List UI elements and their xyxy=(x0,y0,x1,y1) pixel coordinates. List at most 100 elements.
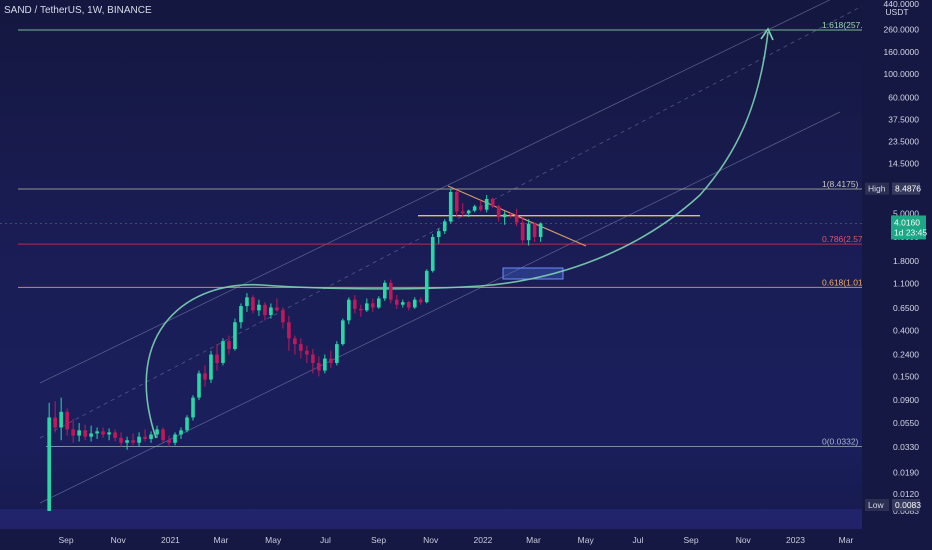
time-axis-tick: Sep xyxy=(58,535,73,545)
time-axis-tick: Nov xyxy=(736,535,752,545)
candle-body xyxy=(323,358,327,371)
candle xyxy=(490,197,495,208)
candle-body xyxy=(155,429,159,435)
last-price-value: 4.0160 xyxy=(894,217,920,227)
time-axis-tick: Sep xyxy=(683,535,698,545)
price-axis-tick: 0.0900 xyxy=(893,395,919,405)
candle-body xyxy=(173,434,177,443)
candle-body xyxy=(466,210,471,214)
candle xyxy=(472,204,477,213)
candle xyxy=(137,432,141,447)
fib-level-label: 0(0.0332) xyxy=(822,437,859,447)
candle-body xyxy=(400,302,405,305)
price-axis-tick: 1.8000 xyxy=(893,256,919,266)
candle xyxy=(143,429,147,442)
candle-body xyxy=(353,299,357,309)
candle xyxy=(329,350,333,368)
candle xyxy=(203,365,207,387)
candle-body xyxy=(137,436,141,443)
high-badge-value: 8.4876 xyxy=(895,184,921,194)
price-axis-tick: 160.0000 xyxy=(884,47,920,57)
candle-body xyxy=(131,440,135,443)
candle xyxy=(454,189,459,218)
candle-body xyxy=(233,322,237,350)
candle xyxy=(353,295,357,314)
projection-curve xyxy=(145,31,769,439)
low-badge-value-bg xyxy=(892,499,920,511)
candle xyxy=(430,234,435,273)
low-badge-label: Low xyxy=(868,500,884,510)
price-axis-tick: 440.0000 xyxy=(884,0,920,9)
candle-body xyxy=(442,221,447,232)
candle-body xyxy=(203,373,207,380)
candle-body xyxy=(538,223,543,238)
price-axis-tick: 37.5000 xyxy=(888,115,919,125)
candle xyxy=(371,298,375,312)
candle-body xyxy=(53,417,57,428)
candle xyxy=(377,296,381,309)
candle xyxy=(406,300,411,311)
price-axis-tick: 60.0000 xyxy=(888,93,919,103)
projection-arrow xyxy=(760,27,774,41)
price-axis-tick: 0.0330 xyxy=(893,442,919,452)
chart-title: SAND / TetherUS, 1W, BINANCE xyxy=(4,5,152,16)
candle-body xyxy=(71,429,75,436)
candle xyxy=(394,295,399,309)
candle xyxy=(113,429,117,442)
candle-body xyxy=(59,411,63,428)
candle-body xyxy=(287,322,291,339)
time-axis-tick: May xyxy=(578,535,595,545)
last-price-badge-bg xyxy=(891,215,926,240)
time-axis-tick: May xyxy=(265,535,282,545)
candle xyxy=(520,217,525,244)
candle-body xyxy=(341,320,345,345)
candle-body xyxy=(472,206,477,211)
candle-body xyxy=(406,302,411,308)
candle xyxy=(532,222,537,242)
candle xyxy=(311,349,315,374)
candle xyxy=(227,335,231,355)
candle-body xyxy=(275,307,279,311)
candle xyxy=(131,433,135,446)
fib-level-label: 0.786(2.5764) xyxy=(822,234,875,244)
last-price-countdown: 1d 23:45 xyxy=(894,227,927,237)
candle xyxy=(119,432,123,447)
candle-body xyxy=(185,417,189,431)
candle xyxy=(77,423,81,442)
candle-body xyxy=(311,354,315,363)
candle xyxy=(323,354,327,374)
low-badge-label-bg xyxy=(865,499,889,511)
candle-body xyxy=(263,304,267,316)
candle xyxy=(341,318,345,346)
candle xyxy=(466,209,471,218)
candle xyxy=(83,424,87,441)
candle xyxy=(251,295,255,314)
candle-body xyxy=(251,297,255,311)
candle-body xyxy=(221,341,225,363)
candle-body xyxy=(382,282,387,299)
candle xyxy=(125,436,129,450)
candle-body xyxy=(143,436,147,440)
candle xyxy=(245,293,249,312)
candle xyxy=(221,338,225,366)
candle xyxy=(89,425,93,442)
high-badge-label: High xyxy=(868,184,886,194)
channel-upper-line xyxy=(39,0,831,384)
time-axis-tick: Nov xyxy=(423,535,439,545)
high-badge-value-bg xyxy=(892,182,920,195)
price-axis-tick: 1.1000 xyxy=(893,279,919,289)
candle xyxy=(502,211,507,225)
candle xyxy=(215,344,219,371)
candle xyxy=(263,302,267,321)
candle xyxy=(496,204,501,222)
candle-body xyxy=(215,354,219,363)
candle-body xyxy=(197,373,201,398)
price-axis-tick: 0.1500 xyxy=(893,371,919,381)
candle xyxy=(460,203,465,218)
time-axis-tick: 2023 xyxy=(786,535,805,545)
price-axis-tick: 0.4000 xyxy=(893,326,919,336)
candle xyxy=(179,427,183,440)
candle-body xyxy=(359,308,363,311)
